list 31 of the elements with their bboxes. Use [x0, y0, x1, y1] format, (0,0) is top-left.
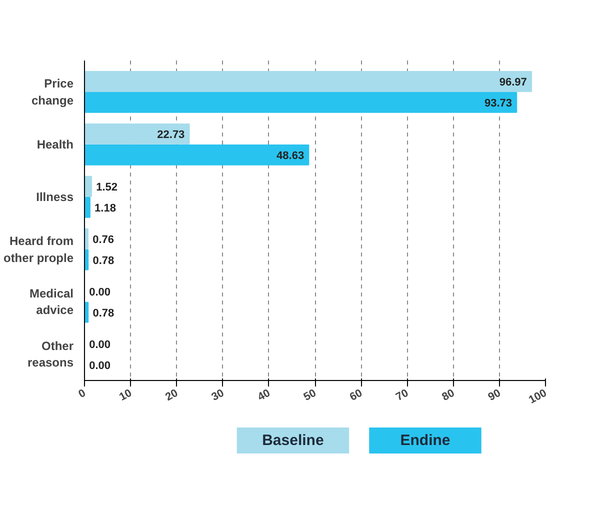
- y-tick-label: Illness: [36, 190, 74, 204]
- data-label: 48.63: [276, 150, 304, 162]
- x-tick-label: 50: [302, 387, 318, 404]
- data-label: 22.73: [157, 128, 185, 141]
- data-label: 96.97: [499, 76, 527, 88]
- x-tick-label: 70: [394, 387, 411, 404]
- x-tick-label: 60: [348, 387, 364, 404]
- data-label: 0.78: [92, 254, 114, 267]
- data-label: 1.18: [94, 202, 116, 214]
- x-tick-label: 90: [486, 387, 503, 404]
- x-tick-label: 20: [164, 387, 180, 404]
- data-label: 0.78: [92, 307, 114, 320]
- x-tick-label: 100: [526, 387, 549, 406]
- text: Baseline: [262, 432, 324, 449]
- data-label: 0.00: [89, 338, 111, 351]
- data-label: 93.73: [484, 97, 512, 110]
- y-tick-label: Other reasons: [27, 338, 74, 370]
- x-tick-label: 80: [440, 387, 457, 404]
- y-tick-label: Medical advice: [29, 286, 74, 318]
- x-tick-label: 0: [76, 387, 88, 401]
- data-label: 0.76: [92, 234, 114, 246]
- y-tick-label: Heard from other prople: [4, 234, 74, 265]
- data-label: 1.52: [96, 181, 118, 194]
- y-tick-label: Health: [36, 137, 74, 152]
- data-label: 0.00: [89, 360, 111, 372]
- text: Endine: [400, 432, 450, 449]
- data-label: 0.00: [89, 286, 111, 298]
- x-tick-label: 30: [210, 387, 226, 404]
- x-tick-label: 10: [117, 387, 134, 404]
- x-tick-label: 40: [256, 387, 272, 404]
- y-tick-label: Price change: [31, 76, 74, 108]
